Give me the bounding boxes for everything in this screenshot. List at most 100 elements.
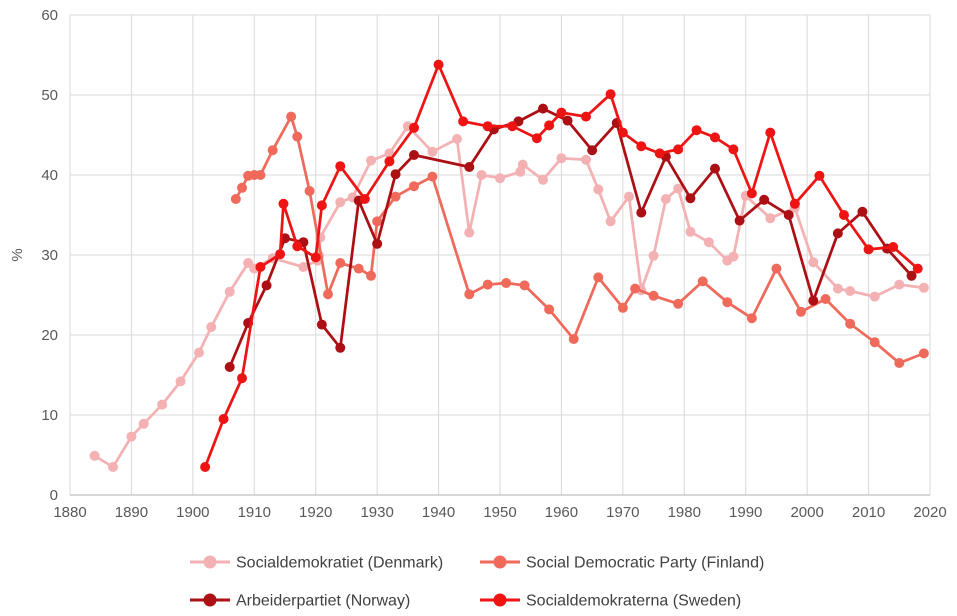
series-line-finland xyxy=(234,115,926,365)
data-point-denmark xyxy=(138,418,149,429)
data-point-denmark xyxy=(685,226,696,237)
data-point-sweden xyxy=(482,121,493,132)
data-point-sweden xyxy=(710,132,720,143)
legend-item-sweden: Socialdemokraterna (Sweden) xyxy=(480,593,741,610)
data-point-norway xyxy=(734,215,745,226)
data-point-denmark xyxy=(581,154,591,165)
data-point-denmark xyxy=(728,251,739,262)
legend-label-finland: Social Democratic Party (Finland) xyxy=(526,555,764,572)
data-point-norway xyxy=(390,169,401,180)
data-point-denmark xyxy=(624,191,634,202)
data-point-denmark xyxy=(335,197,346,208)
data-point-sweden xyxy=(507,121,518,132)
data-point-sweden xyxy=(544,120,555,131)
data-point-denmark xyxy=(832,283,843,294)
data-point-sweden xyxy=(912,263,923,274)
data-point-norway xyxy=(261,280,272,291)
data-point-sweden xyxy=(691,125,702,136)
y-tick-label: 50 xyxy=(41,87,58,104)
data-point-finland xyxy=(390,191,401,202)
legend-marker-dot-norway xyxy=(203,593,217,607)
data-point-denmark xyxy=(157,399,168,410)
series-line-norway xyxy=(228,107,913,369)
series-denmark xyxy=(89,121,929,472)
data-point-denmark xyxy=(765,213,776,224)
data-point-denmark xyxy=(194,347,204,358)
legend-marker-dot-sweden xyxy=(493,593,507,607)
data-point-norway xyxy=(538,103,548,114)
data-point-denmark xyxy=(108,462,118,472)
data-point-denmark xyxy=(605,216,616,227)
data-point-finland xyxy=(593,272,604,283)
data-point-denmark xyxy=(673,183,684,194)
data-point-finland xyxy=(372,216,383,227)
data-point-sweden xyxy=(814,170,825,181)
data-point-sweden xyxy=(335,161,346,172)
data-point-norway xyxy=(685,193,696,204)
x-tick-label: 1990 xyxy=(729,504,762,521)
x-tick-label: 1960 xyxy=(545,504,578,521)
data-point-denmark xyxy=(224,286,235,297)
data-point-denmark xyxy=(538,174,548,185)
y-tick-label: 60 xyxy=(41,7,58,24)
data-point-denmark xyxy=(894,279,905,290)
data-point-finland xyxy=(722,297,733,308)
data-point-finland xyxy=(771,263,782,274)
legend-label-norway: Arbeiderpartiet (Norway) xyxy=(236,593,410,610)
x-tick-label: 1970 xyxy=(606,504,639,521)
data-point-sweden xyxy=(384,156,395,167)
x-tick-label: 1930 xyxy=(360,504,393,521)
data-point-denmark xyxy=(464,227,475,238)
data-point-sweden xyxy=(255,262,266,272)
legend-item-denmark: Socialdemokratiet (Denmark) xyxy=(190,555,443,572)
x-tick-label: 2010 xyxy=(852,504,885,521)
data-point-denmark xyxy=(206,322,217,332)
data-point-finland xyxy=(267,145,278,156)
series-line-denmark xyxy=(93,124,926,469)
data-point-finland xyxy=(286,111,297,122)
data-point-sweden xyxy=(531,133,542,144)
legend-label-denmark: Socialdemokratiet (Denmark) xyxy=(236,555,443,572)
y-tick-label: 40 xyxy=(41,167,58,184)
data-point-norway xyxy=(464,162,475,172)
data-point-finland xyxy=(568,334,579,344)
data-point-sweden xyxy=(275,249,286,260)
series-finland xyxy=(230,111,929,368)
data-point-norway xyxy=(832,228,843,239)
data-point-norway xyxy=(808,295,819,306)
data-point-sweden xyxy=(278,198,289,209)
x-tick-label: 1890 xyxy=(115,504,148,521)
data-point-norway xyxy=(335,342,346,353)
data-point-sweden xyxy=(433,59,444,70)
data-point-finland xyxy=(464,289,475,300)
data-point-sweden xyxy=(839,210,849,220)
y-tick-label: 30 xyxy=(41,247,58,264)
data-point-sweden xyxy=(636,141,647,152)
data-point-denmark xyxy=(808,257,819,268)
data-point-finland xyxy=(796,306,806,317)
data-point-denmark xyxy=(517,159,528,170)
data-point-sweden xyxy=(316,200,327,211)
data-point-norway xyxy=(710,163,720,174)
legend-marker-dot-denmark xyxy=(203,555,217,569)
data-point-norway xyxy=(372,238,383,249)
data-point-norway xyxy=(587,145,598,156)
data-point-sweden xyxy=(746,188,757,199)
series-sweden xyxy=(200,59,923,472)
data-point-sweden xyxy=(789,198,800,209)
data-point-finland xyxy=(366,270,376,281)
data-point-denmark xyxy=(869,291,880,302)
data-point-sweden xyxy=(673,144,684,155)
data-point-sweden xyxy=(200,462,211,472)
legend-item-norway: Arbeiderpartiet (Norway) xyxy=(190,593,410,610)
data-point-sweden xyxy=(863,244,874,255)
data-point-finland xyxy=(697,276,708,287)
y-tick-label: 20 xyxy=(41,327,58,344)
data-point-denmark xyxy=(126,431,137,442)
data-point-norway xyxy=(857,206,868,217)
data-point-sweden xyxy=(237,373,247,384)
x-tick-label: 2020 xyxy=(913,504,946,521)
data-point-denmark xyxy=(556,153,567,164)
data-point-finland xyxy=(617,302,628,313)
